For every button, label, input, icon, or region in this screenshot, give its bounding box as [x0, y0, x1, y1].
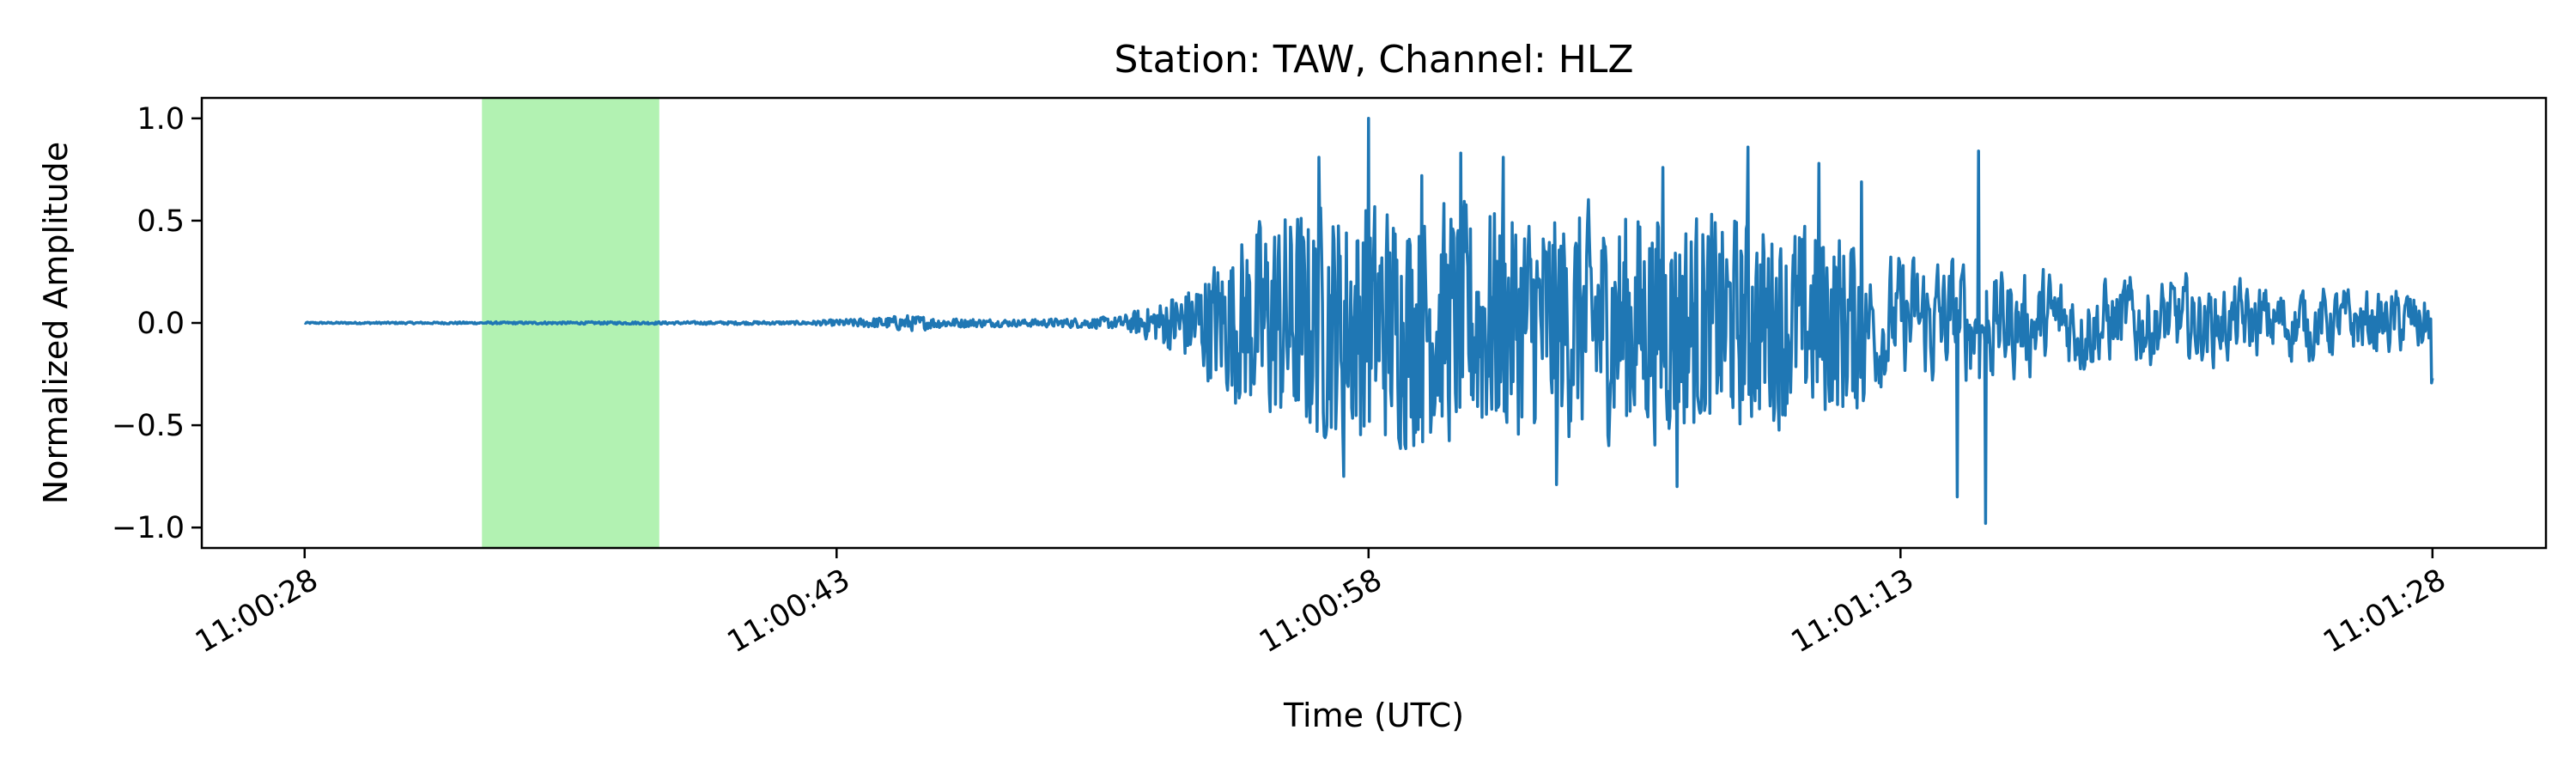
plot-area: 1.0 0.5 0.0 −0.5 −1.011:00:28 11:00:43 11:00:5… — [112, 96, 2548, 660]
x-tick-label: 11:01:28 — [2318, 563, 2451, 660]
y-tick-label: −0.5 — [112, 409, 185, 443]
y-tick-label: −1.0 — [112, 511, 185, 545]
y-tick-label: 0.0 — [137, 307, 185, 341]
waveform-line — [303, 117, 2434, 526]
x-tick-label: 11:00:28 — [190, 563, 324, 660]
y-tick-label: 0.5 — [137, 204, 185, 239]
x-tick-label: 11:00:43 — [722, 563, 856, 660]
y-axis-label: Normalized Amplitude — [37, 142, 75, 504]
x-tick-label: 11:01:13 — [1786, 563, 1920, 660]
x-tick-label: 11:00:58 — [1254, 563, 1388, 660]
chart-title: Station: TAW, Channel: HLZ — [1114, 38, 1633, 82]
y-tick-label: 1.0 — [137, 102, 185, 137]
x-axis-label: Time (UTC) — [1283, 697, 1464, 734]
